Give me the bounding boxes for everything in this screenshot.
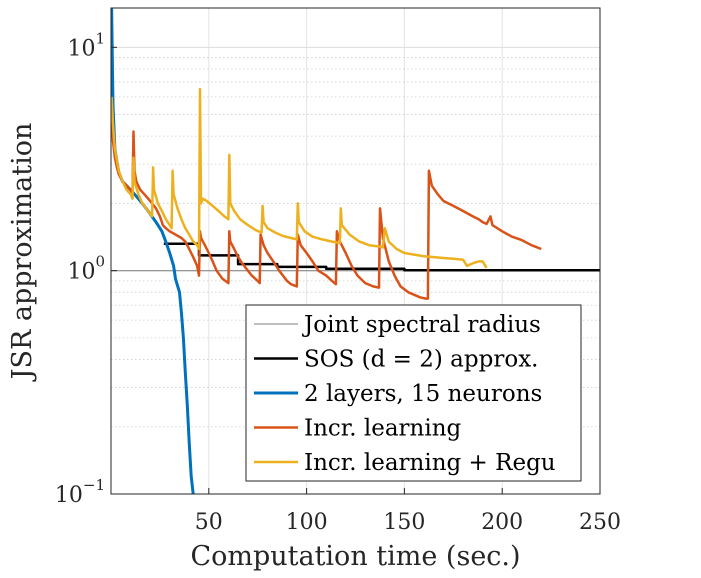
plot-frame xyxy=(110,7,601,495)
series-line-3 xyxy=(111,8,195,494)
y-tick-labels: 10−1 100 101 xyxy=(55,29,117,508)
legend-entry-3: 2 layers, 15 neurons xyxy=(304,381,542,407)
x-tick-label: 100 xyxy=(286,510,328,535)
series-line-5 xyxy=(111,87,488,269)
x-tick-label: 200 xyxy=(481,510,523,535)
x-tick-label: 150 xyxy=(383,510,425,535)
y-axis-label: JSR approximation xyxy=(7,123,38,383)
y-tick-label: 10−1 xyxy=(55,476,105,508)
x-tick-label: 50 xyxy=(195,510,223,535)
legend-box xyxy=(245,304,582,482)
y-tick-label: 101 xyxy=(67,29,105,61)
x-axis-label: Computation time (sec.) xyxy=(190,541,520,572)
legend-entry-4: Incr. learning xyxy=(304,416,462,442)
series-line-4 xyxy=(111,114,542,300)
legend-entry-2: SOS (d = 2) approx. xyxy=(304,347,538,373)
series-layer xyxy=(111,8,600,494)
x-tick-labels: 50 100 150 200 250 xyxy=(195,488,621,535)
x-tick-label: 250 xyxy=(579,510,621,535)
legend-entry-1: Joint spectral radius xyxy=(302,312,541,338)
y-tick-label: 100 xyxy=(67,253,105,285)
legend: Joint spectral radius SOS (d = 2) approx.… xyxy=(245,304,582,482)
legend-entry-5: Incr. learning + Regu xyxy=(304,450,556,476)
